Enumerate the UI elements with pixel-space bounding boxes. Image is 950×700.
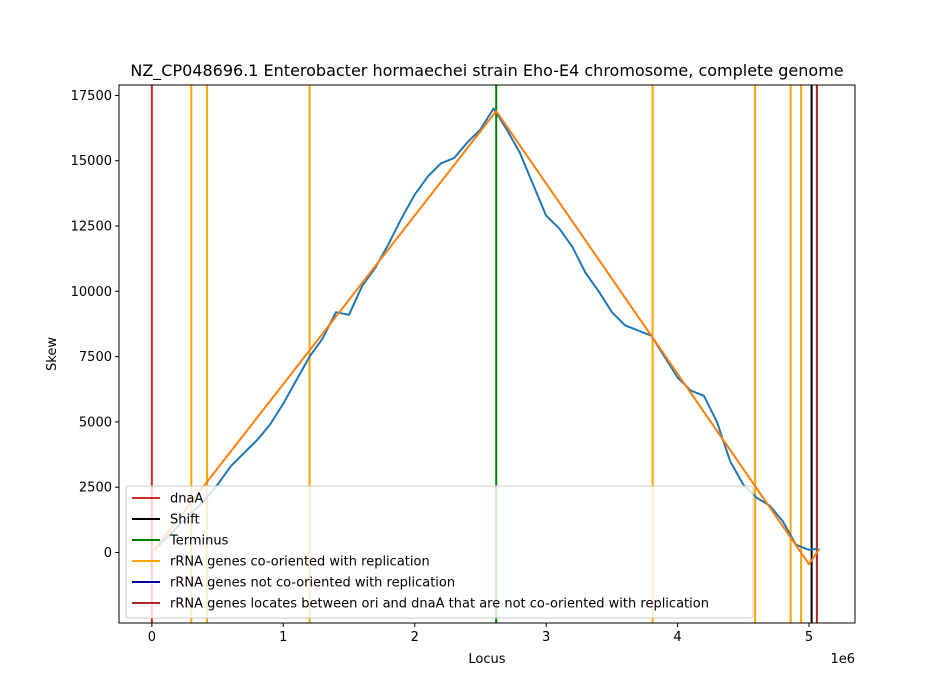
vertical-marker-lines <box>150 85 818 623</box>
legend-label: rRNA genes co-oriented with replication <box>170 555 430 570</box>
legend-box <box>125 485 754 619</box>
legend-label: rRNA genes not co-oriented with replicat… <box>170 576 455 591</box>
y-tick-label: 15000 <box>71 154 112 169</box>
x-tick-label: 2 <box>411 630 419 645</box>
legend: dnaA Shift Terminus rRNA genes co-oriented … <box>125 485 754 619</box>
series-layer <box>151 107 821 566</box>
plot-frame <box>118 84 856 624</box>
y-axis: 0 2500 5000 7500 10000 12500 15000 17500 <box>71 89 119 561</box>
legend-label: rRNA genes locates between ori and dnaA … <box>170 597 709 612</box>
x-tick-label: 5 <box>805 630 813 645</box>
legend-label: Terminus <box>169 534 229 549</box>
x-axis: 0 1 2 3 4 5 <box>148 623 813 645</box>
x-axis-multiplier: 1e6 <box>830 652 855 667</box>
y-tick-label: 12500 <box>71 220 112 235</box>
series-line-0 <box>151 107 819 554</box>
x-tick-label: 1 <box>279 630 287 645</box>
series-line-1 <box>151 110 821 566</box>
chart-title: NZ_CP048696.1 Enterobacter hormaechei st… <box>130 61 843 81</box>
x-tick-label: 3 <box>542 630 550 645</box>
plot-area <box>118 84 856 624</box>
legend-label: Shift <box>170 513 200 528</box>
x-tick-label: 4 <box>673 630 681 645</box>
x-axis-label: Locus <box>468 652 505 667</box>
y-tick-label: 2500 <box>79 481 112 496</box>
y-tick-label: 10000 <box>71 285 112 300</box>
y-axis-label: Skew <box>45 337 60 371</box>
y-tick-label: 0 <box>104 546 112 561</box>
legend-label: dnaA <box>170 492 203 507</box>
x-tick-label: 0 <box>148 630 156 645</box>
y-tick-label: 5000 <box>79 415 112 430</box>
y-tick-label: 17500 <box>71 89 112 104</box>
y-tick-label: 7500 <box>79 350 112 365</box>
